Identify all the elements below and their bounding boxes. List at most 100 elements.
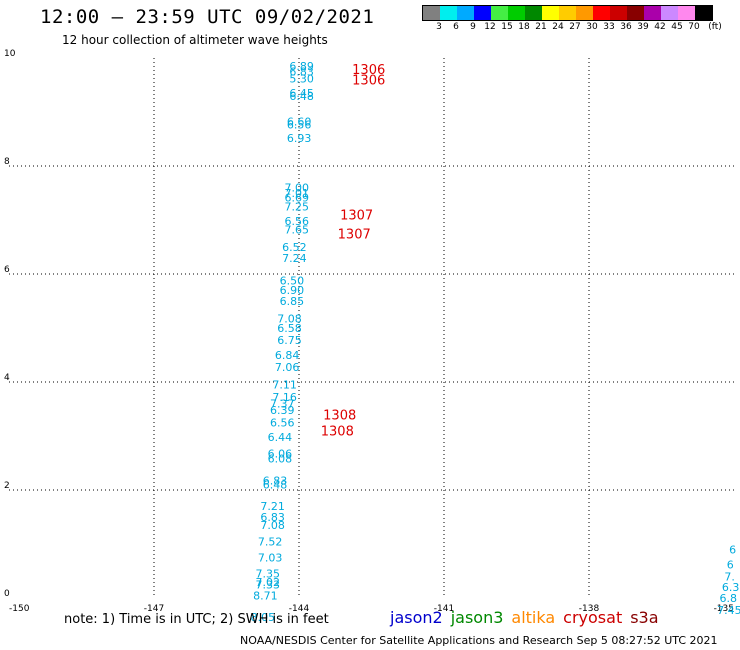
satellite-s3a: s3a	[630, 608, 659, 627]
legend-swatch	[508, 6, 525, 20]
color-legend: 3 6 9 12 15 18 21 24 27 30 33 36 39 42 45 70 (ft)	[422, 5, 722, 35]
wave-height-point: 6.39	[270, 404, 295, 417]
wave-height-point: 6.58	[277, 322, 302, 335]
legend-swatch	[542, 6, 559, 20]
legend-swatch	[695, 6, 712, 20]
wave-height-point: 6.69	[285, 191, 310, 204]
legend-label: 33	[603, 22, 615, 32]
legend-label: 24	[552, 22, 564, 32]
legend-swatch	[678, 6, 695, 20]
time-label: 1307	[340, 209, 373, 224]
y-tick-label: 2	[4, 481, 10, 491]
y-tick-label: 10	[4, 49, 16, 59]
data-points: 6.896.835.306.456.486.606.566.937.007.01…	[251, 60, 740, 624]
legend-label: 9	[470, 22, 476, 32]
wave-height-point: 6.56	[270, 417, 295, 430]
y-axis-ticks: 0 2 4 6 8 10	[4, 49, 16, 599]
wave-height-point: 7.35	[256, 568, 281, 581]
legend-swatch	[559, 6, 576, 20]
wave-height-point: 6.45	[289, 87, 314, 100]
wave-height-point: 6.83	[263, 474, 288, 487]
wave-height-point: 6.56	[287, 118, 312, 131]
wave-height-point: 6.48	[263, 479, 288, 492]
wave-height-point: 6.06	[268, 447, 293, 460]
wave-height-point: 7.03	[258, 552, 283, 565]
y-tick-label: 6	[4, 265, 10, 275]
legend-unit: (ft)	[708, 22, 722, 32]
wave-height-point: 6.60	[287, 116, 312, 129]
chart-title: 12:00 — 23:59 UTC 09/02/2021	[40, 6, 375, 28]
wave-height-point: 6	[727, 559, 734, 572]
legend-label: 21	[535, 22, 547, 32]
legend-label: 39	[637, 22, 649, 32]
time-label: 1306	[352, 74, 385, 89]
legend-swatch	[457, 6, 474, 20]
x-axis-ticks: -150 -147 -144 -141 -138 -135	[9, 604, 734, 614]
wave-height-point: 7.08	[277, 312, 302, 325]
time-label: 1308	[321, 425, 354, 440]
legend-label: 45	[671, 22, 683, 32]
wave-height-point: 7.52	[258, 535, 283, 548]
y-tick-label: 0	[4, 589, 10, 599]
satellite-jason3: jason3	[450, 608, 504, 627]
x-tick-label: -150	[9, 604, 30, 614]
satellite-cryosat: cryosat	[563, 608, 623, 627]
legend-swatch	[474, 6, 491, 20]
y-tick-label: 8	[4, 157, 10, 167]
wave-height-point: 7.16	[272, 391, 297, 404]
wave-height-point: 7.33	[256, 579, 281, 592]
wave-height-point: 6.93	[287, 132, 312, 145]
legend-label: 15	[501, 22, 513, 32]
wave-height-point: 7.11	[272, 379, 297, 392]
x-tick-label: -144	[289, 604, 310, 614]
footer-credit: NOAA/NESDIS Center for Satellite Applica…	[240, 634, 718, 647]
wave-height-point: 6.48	[289, 90, 314, 103]
wave-height-point: 7.01	[285, 187, 310, 200]
wave-height-point: 6.50	[280, 274, 305, 287]
legend-swatch	[627, 6, 644, 20]
legend-swatches	[422, 5, 713, 21]
wave-height-point: 6.44	[268, 431, 293, 444]
wave-height-point: 7.21	[260, 500, 285, 513]
wave-height-point: 6.85	[280, 295, 305, 308]
wave-height-point: 6.90	[280, 284, 305, 297]
note-text: note: 1) Time is in UTC; 2) SWH is in fe…	[64, 612, 329, 627]
wave-height-point: 6.83	[260, 511, 285, 524]
legend-label: 70	[688, 22, 700, 32]
wave-height-point: 7.37	[270, 398, 295, 411]
legend-label: 6	[453, 22, 459, 32]
wave-height-point: 7.45	[717, 604, 740, 617]
wave-height-point: 7.	[724, 570, 735, 583]
wave-height-point: 7.02	[256, 576, 281, 589]
wave-height-point: 5.30	[289, 73, 314, 86]
legend-swatch	[525, 6, 542, 20]
wave-height-point: 6.3	[722, 581, 740, 594]
legend-label: 3	[436, 22, 442, 32]
legend-label: 42	[654, 22, 666, 32]
wave-height-point: 7.25	[285, 201, 310, 214]
legend-label: 12	[484, 22, 496, 32]
wave-height-point: 8.05	[251, 611, 276, 624]
legend-label: 30	[586, 22, 598, 32]
satellite-altika: altika	[511, 608, 556, 627]
time-label: 1308	[323, 408, 356, 423]
wave-height-point: 6.89	[289, 60, 314, 73]
legend-labels: 3 6 9 12 15 18 21 24 27 30 33 36 39 42 45 70 (ft)	[422, 21, 722, 35]
legend-swatch	[593, 6, 610, 20]
x-tick-label: -135	[714, 604, 734, 614]
legend-swatch	[644, 6, 661, 20]
legend-label: 36	[620, 22, 632, 32]
wave-height-point: 6.75	[277, 334, 302, 347]
wave-height-point: 7.08	[260, 519, 285, 532]
wave-height-point: 6.56	[285, 215, 310, 228]
legend-swatch	[610, 6, 627, 20]
legend-label: 27	[569, 22, 581, 32]
wave-height-point: 6.8	[720, 592, 738, 605]
wave-height-point: 6.84	[275, 349, 300, 362]
legend-swatch	[440, 6, 457, 20]
wave-height-point: 7.65	[285, 224, 310, 237]
legend-label: 18	[518, 22, 530, 32]
wave-height-point: 7.06	[275, 361, 300, 374]
